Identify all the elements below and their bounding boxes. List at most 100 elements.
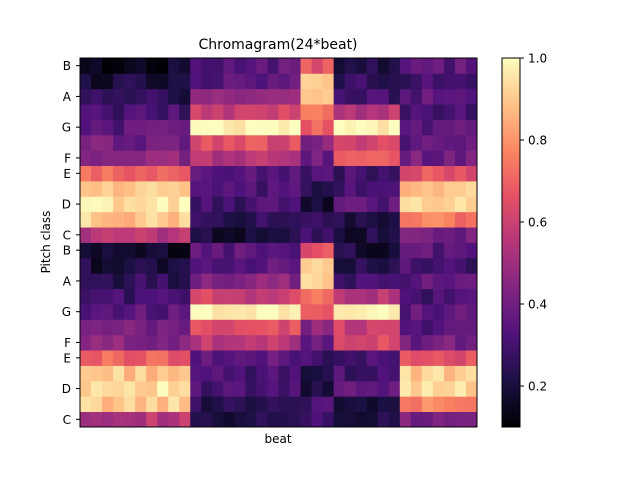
- heatmap-cell: [355, 58, 368, 74]
- heatmap-cell: [113, 242, 125, 259]
- heatmap-cell: [135, 73, 147, 90]
- heatmap-cell: [322, 58, 335, 74]
- heatmap-cell: [344, 165, 357, 182]
- heatmap-cell: [289, 211, 301, 228]
- heatmap-cell: [168, 104, 180, 120]
- heatmap-cell: [190, 73, 202, 90]
- heatmap-cell: [366, 380, 379, 397]
- heatmap-cell: [366, 165, 379, 182]
- heatmap-cell: [311, 227, 324, 243]
- heatmap-cell: [399, 73, 412, 90]
- heatmap-cell: [344, 273, 357, 290]
- heatmap-cell: [388, 350, 401, 366]
- heatmap-cell: [190, 257, 202, 274]
- heatmap-cell: [300, 73, 312, 90]
- heatmap-cell: [355, 365, 368, 382]
- heatmap-cell: [388, 196, 401, 213]
- heatmap-cell: [322, 304, 335, 320]
- heatmap-cell: [322, 104, 335, 120]
- heatmap-cell: [91, 411, 103, 428]
- heatmap-cell: [267, 350, 279, 366]
- heatmap-cell: [465, 58, 478, 74]
- heatmap-cell: [212, 119, 224, 136]
- heatmap-cell: [278, 396, 290, 413]
- heatmap-cell: [465, 150, 478, 167]
- heatmap-cell: [421, 227, 434, 243]
- y-tick-label: G: [62, 305, 71, 319]
- heatmap-cell: [289, 227, 301, 243]
- heatmap-cell: [289, 73, 301, 90]
- heatmap-cell: [443, 411, 456, 428]
- heatmap-cell: [454, 257, 467, 274]
- heatmap-cell: [278, 273, 290, 290]
- heatmap-cell: [333, 350, 346, 366]
- heatmap-cell: [311, 396, 324, 413]
- heatmap-cell: [322, 181, 335, 197]
- heatmap-cell: [311, 365, 324, 382]
- heatmap-cell: [91, 365, 103, 382]
- heatmap-cell: [157, 273, 169, 290]
- heatmap-cell: [135, 211, 147, 228]
- heatmap-cell: [333, 273, 346, 290]
- heatmap-cell: [465, 273, 478, 290]
- heatmap-cell: [344, 396, 357, 413]
- heatmap-cell: [344, 104, 357, 120]
- heatmap-cell: [168, 134, 180, 151]
- heatmap-cell: [333, 58, 346, 74]
- heatmap-cell: [300, 181, 312, 197]
- heatmap-cell: [212, 396, 224, 413]
- heatmap-cell: [190, 134, 202, 151]
- heatmap-cell: [443, 242, 456, 259]
- heatmap-cell: [212, 319, 224, 336]
- heatmap-cell: [311, 211, 324, 228]
- heatmap-cell: [157, 288, 169, 305]
- heatmap-cell: [432, 211, 445, 228]
- heatmap-cell: [333, 134, 346, 151]
- heatmap-cell: [102, 350, 114, 366]
- heatmap-cell: [432, 273, 445, 290]
- heatmap-cell: [146, 73, 158, 90]
- heatmap-cell: [278, 196, 290, 213]
- heatmap-cell: [256, 350, 268, 366]
- heatmap-cell: [157, 396, 169, 413]
- heatmap-cell: [267, 58, 279, 74]
- heatmap-cell: [355, 288, 368, 305]
- heatmap-cell: [399, 196, 412, 213]
- heatmap-cell: [91, 396, 103, 413]
- heatmap-cell: [223, 88, 235, 105]
- heatmap-cell: [355, 88, 368, 105]
- heatmap-cell: [432, 196, 445, 213]
- colorbar: [501, 57, 521, 428]
- heatmap-cell: [465, 257, 478, 274]
- heatmap-cell: [223, 104, 235, 120]
- heatmap-cell: [454, 119, 467, 136]
- heatmap-cell: [256, 227, 268, 243]
- heatmap-cell: [333, 88, 346, 105]
- heatmap-cell: [223, 334, 235, 351]
- heatmap-cell: [212, 150, 224, 167]
- heatmap-cell: [311, 196, 324, 213]
- heatmap-cell: [278, 350, 290, 366]
- heatmap-cell: [388, 304, 401, 320]
- heatmap-cell: [168, 273, 180, 290]
- heatmap-cell: [124, 411, 136, 428]
- heatmap-cell: [179, 58, 191, 74]
- heatmap-cell: [201, 150, 213, 167]
- heatmap-cell: [146, 181, 158, 197]
- heatmap-cell: [355, 396, 368, 413]
- heatmap-cell: [146, 165, 158, 182]
- heatmap-cell: [454, 242, 467, 259]
- heatmap-cell: [366, 134, 379, 151]
- heatmap-cell: [399, 134, 412, 151]
- heatmap-cell: [234, 58, 246, 74]
- heatmap-cell: [311, 181, 324, 197]
- heatmap-cell: [179, 73, 191, 90]
- heatmap-cell: [190, 181, 202, 197]
- heatmap-cell: [278, 88, 290, 105]
- heatmap-cell: [322, 150, 335, 167]
- heatmap-cell: [124, 304, 136, 320]
- heatmap-cell: [388, 165, 401, 182]
- heatmap-cell: [168, 334, 180, 351]
- heatmap-cell: [256, 288, 268, 305]
- heatmap-cell: [234, 411, 246, 428]
